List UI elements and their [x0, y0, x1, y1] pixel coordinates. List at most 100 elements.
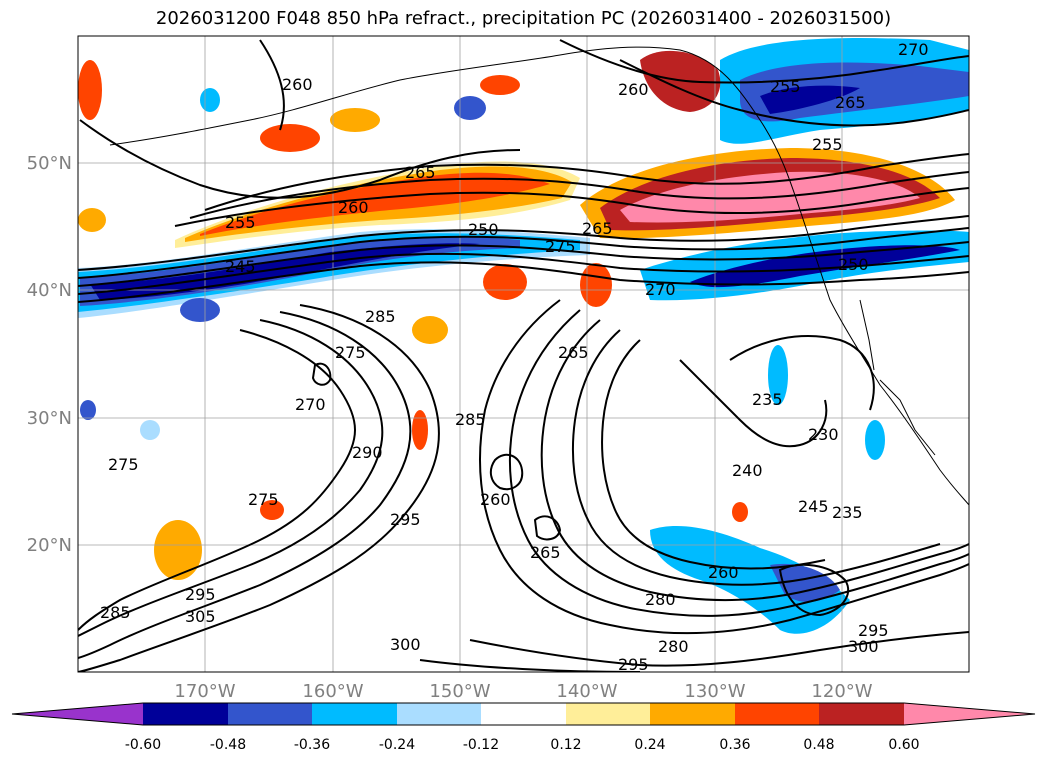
- lat-label: 50°N: [27, 153, 72, 174]
- contour-label: 275: [248, 490, 279, 509]
- contour-label: 270: [295, 395, 326, 414]
- colorbar-label: -0.12: [463, 737, 499, 753]
- contour-label: 245: [225, 257, 256, 276]
- patch: [454, 96, 486, 120]
- colorbar-outline: [11, 702, 1036, 726]
- contour-label: 300: [390, 635, 421, 654]
- contour-label: 260: [618, 80, 649, 99]
- contour-label: 250: [838, 255, 869, 274]
- patch: [78, 208, 106, 232]
- contour-label: 240: [732, 461, 763, 480]
- lon-label: 160°W: [302, 681, 363, 702]
- positive-band-inner: [200, 172, 550, 236]
- map-title: 2026031200 F048 850 hPa refract., precip…: [155, 8, 892, 29]
- contour-label: 295: [185, 585, 216, 604]
- colorbar-segment: [735, 703, 819, 725]
- colorbar-label: 0.48: [803, 737, 834, 753]
- patch: [865, 420, 885, 460]
- contour-label: 250: [468, 220, 499, 239]
- contour-label: 235: [752, 390, 783, 409]
- patch: [200, 88, 220, 112]
- contour-label: 255: [770, 77, 801, 96]
- contour-label: 265: [835, 93, 866, 112]
- patch: [412, 410, 428, 450]
- patch: [483, 264, 527, 300]
- lon-label: 140°W: [556, 681, 617, 702]
- negative-band-core: [90, 243, 480, 300]
- lon-label: 150°W: [429, 681, 490, 702]
- patch: [78, 60, 102, 120]
- contour-labels: 265 260 255 250 275 265 270 250 245 285 …: [100, 40, 929, 674]
- map-panel: 265 260 255 250 275 265 270 250 245 285 …: [78, 36, 969, 674]
- colorbar-segment: [228, 703, 312, 725]
- contour-label: 270: [898, 40, 929, 59]
- colorbar-label: 0.60: [888, 737, 919, 753]
- contour-label: 265: [558, 343, 589, 362]
- contour-label: 285: [100, 603, 131, 622]
- colorbar-segment: [143, 703, 228, 725]
- patch: [412, 316, 448, 344]
- lon-label: 120°W: [811, 681, 872, 702]
- contour-label: 260: [480, 490, 511, 509]
- colorbar-label: -0.24: [379, 737, 415, 753]
- contour-label: 305: [185, 607, 216, 626]
- colorbar-segment: [481, 703, 566, 725]
- colorbar-segment: [650, 703, 735, 725]
- contour-label: 265: [405, 163, 436, 182]
- contour-label: 280: [658, 637, 689, 656]
- lat-label: 30°N: [27, 408, 72, 429]
- lat-label: 20°N: [27, 535, 72, 556]
- contour-label: 285: [365, 307, 396, 326]
- patch: [768, 345, 788, 405]
- colorbar-left-arrow: [12, 703, 143, 725]
- contour-label: 260: [338, 198, 369, 217]
- patch: [180, 298, 220, 322]
- ne-blue-core: [760, 85, 860, 114]
- coastline: [109, 46, 969, 506]
- colorbar-label: -0.60: [125, 737, 161, 753]
- contour-label: 265: [582, 219, 613, 238]
- subtropical-negative: [650, 526, 850, 634]
- contour-label: 295: [858, 621, 889, 640]
- colorbar: -0.60 -0.48 -0.36 -0.24 -0.12 0.12 0.24 …: [11, 702, 1036, 753]
- contour-label: 255: [225, 213, 256, 232]
- contour-label: 245: [798, 497, 829, 516]
- contour-label: 295: [390, 510, 421, 529]
- lat-label: 40°N: [27, 280, 72, 301]
- colorbar-segment: [397, 703, 481, 725]
- contour-label: 270: [645, 280, 676, 299]
- contour-label: 230: [808, 425, 839, 444]
- colorbar-label: -0.36: [294, 737, 330, 753]
- patch: [260, 124, 320, 152]
- patch: [580, 263, 612, 307]
- contour-label: 275: [545, 237, 576, 256]
- contour-label: 300: [848, 637, 879, 656]
- lon-label: 130°W: [684, 681, 745, 702]
- contour-label: 275: [335, 343, 366, 362]
- patch: [480, 75, 520, 95]
- shaded-fields: [78, 38, 969, 634]
- contour-label: 295: [618, 655, 649, 674]
- colorbar-label: -0.48: [210, 737, 246, 753]
- longitude-labels: 170°W 160°W 150°W 140°W 130°W 120°W: [174, 681, 872, 702]
- map-frame: [77, 35, 970, 673]
- patch: [140, 420, 160, 440]
- east-negative-core: [690, 245, 960, 288]
- colorbar-segment: [566, 703, 650, 725]
- contour-label: 260: [282, 75, 313, 94]
- colorbar-right-arrow: [904, 703, 1035, 725]
- colorbar-label: 0.24: [634, 737, 665, 753]
- patch: [732, 502, 748, 522]
- patch: [154, 520, 202, 580]
- contour-label: 265: [530, 543, 561, 562]
- colorbar-label: 0.36: [719, 737, 750, 753]
- colorbar-segment: [819, 703, 904, 725]
- patch: [80, 400, 96, 420]
- contour-label: 275: [108, 455, 139, 474]
- contour-label: 290: [352, 443, 383, 462]
- lon-label: 170°W: [174, 681, 235, 702]
- colorbar-label: 0.12: [550, 737, 581, 753]
- contour-label: 285: [455, 410, 486, 429]
- patch: [330, 108, 380, 132]
